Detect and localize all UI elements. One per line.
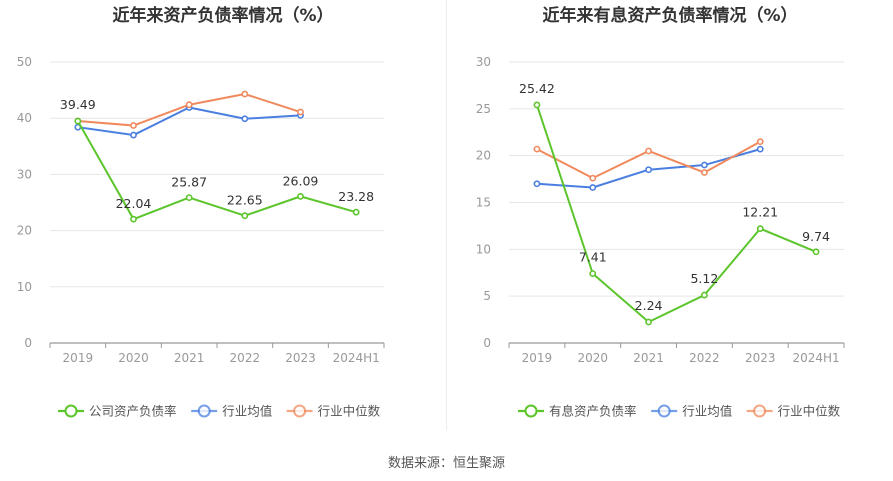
x-tick-label: 2020 bbox=[577, 351, 608, 365]
x-tick-label: 2023 bbox=[285, 351, 316, 365]
legend-marker bbox=[657, 404, 671, 418]
data-point bbox=[241, 212, 249, 220]
asset-liability-chart: 近年来资产负债率情况（%） 0 10 20 30 40 50 2019 2020 2021 2022… bbox=[17, 5, 385, 419]
x-tick-label: 2019 bbox=[63, 351, 94, 365]
x-tick-label: 2019 bbox=[522, 351, 553, 365]
data-point bbox=[130, 122, 137, 129]
data-label: 26.09 bbox=[283, 173, 319, 188]
data-point bbox=[130, 131, 137, 139]
data-point bbox=[645, 166, 652, 174]
y-tick-label: 0 bbox=[483, 336, 491, 350]
x-tick-label: 2021 bbox=[633, 351, 664, 365]
x-tick-label: 2022 bbox=[230, 351, 261, 365]
series-line-main bbox=[535, 104, 817, 324]
data-label: 22.04 bbox=[116, 196, 152, 211]
data-point bbox=[533, 101, 541, 109]
x-tick-label: 2024H1 bbox=[792, 351, 839, 365]
x-tick-label: 2021 bbox=[174, 351, 205, 365]
data-point bbox=[297, 108, 304, 116]
data-label: 39.49 bbox=[60, 97, 96, 112]
data-label: 25.42 bbox=[519, 81, 555, 96]
y-tick-label: 10 bbox=[17, 280, 32, 294]
data-point bbox=[130, 215, 137, 223]
data-point bbox=[812, 248, 820, 256]
panel-divider bbox=[446, 0, 447, 430]
y-tick-label: 0 bbox=[24, 336, 32, 350]
data-point bbox=[185, 101, 193, 109]
legend-marker bbox=[524, 404, 538, 418]
chart-title: 近年来有息资产负债率情况（%） bbox=[542, 5, 797, 26]
data-point bbox=[589, 174, 597, 182]
data-label: 25.87 bbox=[171, 175, 207, 190]
data-point bbox=[74, 117, 82, 125]
x-tick-label: 2024H1 bbox=[333, 351, 380, 365]
data-point bbox=[533, 145, 541, 153]
data-point bbox=[701, 169, 708, 176]
legend-marker bbox=[293, 404, 307, 418]
data-label: 12.21 bbox=[742, 205, 778, 220]
data-label: 7.41 bbox=[579, 250, 607, 265]
legend-label: 公司资产负债率 bbox=[89, 404, 177, 419]
data-label: 23.28 bbox=[338, 189, 374, 204]
legend-label: 有息资产负债率 bbox=[549, 404, 637, 419]
data-point bbox=[241, 115, 249, 123]
legend-label: 行业均值 bbox=[682, 404, 732, 419]
chart-title: 近年来资产负债率情况（%） bbox=[112, 5, 333, 26]
chart-panel-left: 近年来资产负债率情况（%） 0 10 20 30 40 50 2019 2020 2021 2022… bbox=[0, 0, 446, 430]
data-label: 9.74 bbox=[802, 229, 830, 244]
data-point bbox=[701, 291, 708, 299]
series-line-main bbox=[76, 120, 357, 221]
data-point bbox=[645, 147, 652, 155]
y-tick-label: 5 bbox=[483, 289, 491, 303]
data-point bbox=[645, 318, 652, 326]
chart-panel-right: 近年来有息资产负债率情况（%） 0 5 10 15 20 25 30 2019 2020 2021 2… bbox=[447, 0, 893, 430]
data-point bbox=[589, 184, 597, 191]
data-point bbox=[533, 180, 541, 188]
data-label: 22.65 bbox=[227, 193, 263, 208]
data-point bbox=[589, 270, 597, 277]
data-point bbox=[756, 138, 764, 146]
data-point bbox=[756, 225, 764, 233]
data-label: 2.24 bbox=[635, 298, 663, 313]
y-tick-label: 30 bbox=[17, 167, 32, 181]
y-tick-label: 15 bbox=[476, 196, 491, 210]
data-point bbox=[185, 194, 193, 202]
legend-label: 行业中位数 bbox=[318, 404, 381, 419]
legend-label: 行业均值 bbox=[222, 404, 272, 419]
data-point bbox=[297, 192, 304, 200]
legend-marker bbox=[197, 404, 211, 418]
legend-label: 行业中位数 bbox=[778, 404, 841, 419]
y-tick-label: 40 bbox=[17, 111, 32, 125]
data-point bbox=[352, 208, 360, 216]
x-tick-label: 2022 bbox=[689, 351, 720, 365]
series-line-industry-mean bbox=[77, 106, 301, 137]
y-tick-label: 10 bbox=[476, 242, 491, 256]
data-label: 5.12 bbox=[690, 271, 718, 286]
y-tick-label: 20 bbox=[17, 224, 32, 238]
y-tick-label: 30 bbox=[476, 55, 491, 69]
y-tick-label: 20 bbox=[476, 149, 491, 163]
data-point bbox=[756, 145, 764, 153]
data-source: 数据来源：恒生聚源 bbox=[387, 456, 505, 471]
data-point bbox=[701, 161, 708, 169]
y-tick-label: 25 bbox=[476, 102, 491, 116]
legend-marker bbox=[64, 404, 78, 418]
legend-marker bbox=[753, 404, 767, 418]
x-tick-label: 2020 bbox=[118, 351, 149, 365]
y-tick-label: 50 bbox=[17, 55, 32, 69]
data-point bbox=[241, 90, 249, 98]
x-tick-label: 2023 bbox=[745, 351, 776, 365]
interest-bearing-liability-chart: 近年来有息资产负债率情况（%） 0 5 10 15 20 25 30 2019 2020 2021 2… bbox=[476, 5, 845, 419]
